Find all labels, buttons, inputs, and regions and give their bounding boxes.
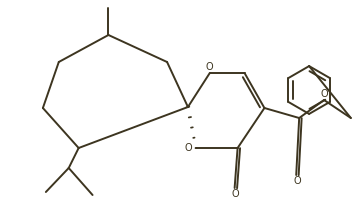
Text: O: O	[206, 62, 213, 72]
Text: O: O	[232, 189, 239, 199]
Text: O: O	[320, 89, 328, 99]
Text: O: O	[184, 143, 192, 153]
Text: O: O	[293, 176, 301, 186]
